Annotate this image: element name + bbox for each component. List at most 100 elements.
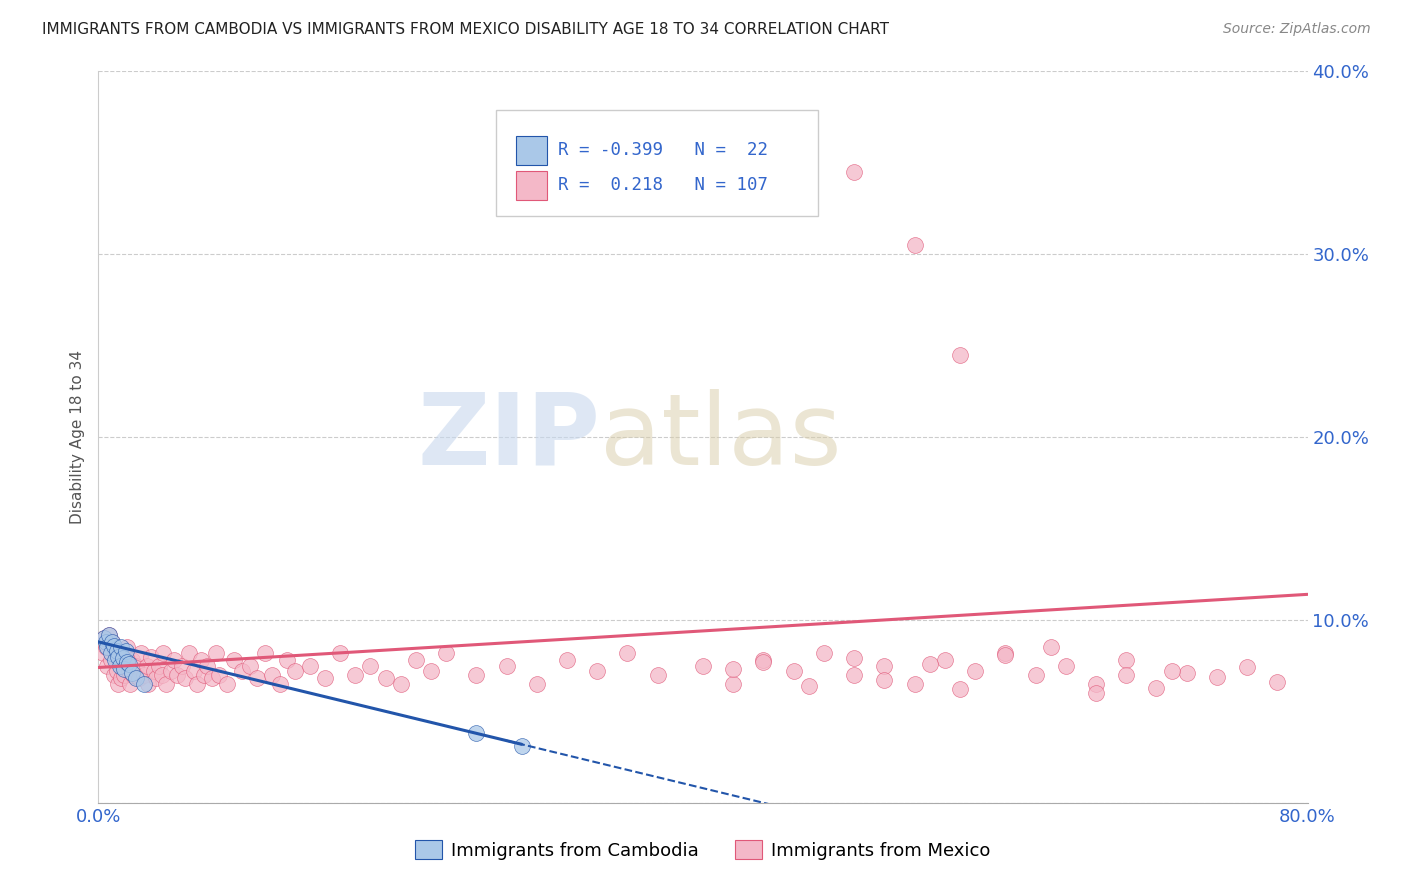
Point [904, 677, 927, 691]
Legend: Immigrants from Cambodia, Immigrants from Mexico: Immigrants from Cambodia, Immigrants fro… [408, 833, 998, 867]
Point [125, 658, 148, 673]
Point [101, 635, 124, 649]
Point [389, 677, 412, 691]
Point [949, 348, 972, 362]
Point [114, 644, 136, 658]
Point [276, 653, 298, 667]
Point [253, 646, 276, 660]
Point [98, 627, 121, 641]
Point [104, 653, 127, 667]
Point [112, 667, 135, 681]
Point [115, 655, 138, 669]
Point [110, 672, 132, 686]
Point [1054, 658, 1077, 673]
Point [103, 667, 125, 681]
Point [405, 653, 427, 667]
Point [96, 640, 118, 655]
Point [108, 658, 131, 673]
Point [918, 657, 941, 671]
Point [108, 653, 131, 667]
Point [120, 677, 142, 691]
Point [510, 739, 533, 753]
Point [129, 646, 152, 660]
Point [179, 646, 201, 660]
Point [873, 673, 896, 688]
Point [465, 667, 488, 681]
Point [526, 677, 548, 691]
Point [136, 677, 159, 691]
Point [647, 667, 669, 681]
Point [183, 664, 205, 678]
Point [205, 646, 228, 660]
Point [994, 648, 1017, 662]
Point [299, 658, 322, 673]
Point [465, 726, 488, 740]
Point [586, 664, 609, 678]
Point [166, 667, 188, 681]
Point [111, 658, 134, 673]
Point [105, 644, 128, 658]
Point [141, 649, 163, 664]
Point [752, 653, 775, 667]
Point [148, 658, 170, 673]
Point [904, 238, 927, 252]
Point [93, 632, 115, 646]
Point [93, 632, 115, 646]
Point [434, 646, 457, 660]
Point [103, 639, 125, 653]
Point [797, 679, 820, 693]
Point [1115, 667, 1137, 681]
Point [121, 653, 143, 667]
Point [100, 653, 122, 667]
Point [111, 651, 134, 665]
Point [1085, 686, 1108, 700]
Point [1206, 670, 1229, 684]
Point [752, 655, 775, 669]
Point [94, 640, 117, 655]
Text: atlas: atlas [600, 389, 842, 485]
Point [105, 664, 128, 678]
Point [262, 667, 284, 681]
Point [783, 664, 806, 678]
Point [145, 672, 167, 686]
Point [132, 677, 155, 691]
Point [121, 665, 143, 680]
Point [1236, 660, 1258, 674]
Point [1115, 653, 1137, 667]
Point [224, 653, 246, 667]
Point [122, 667, 145, 681]
Point [1024, 667, 1046, 681]
Text: ZIP: ZIP [418, 389, 600, 485]
Point [96, 658, 118, 673]
Point [934, 653, 956, 667]
Point [723, 662, 745, 676]
Point [616, 646, 638, 660]
Text: Source: ZipAtlas.com: Source: ZipAtlas.com [1223, 22, 1371, 37]
Point [965, 664, 987, 678]
Point [91, 646, 114, 660]
Point [125, 672, 148, 686]
Text: IMMIGRANTS FROM CAMBODIA VS IMMIGRANTS FROM MEXICO DISABILITY AGE 18 TO 34 CORRE: IMMIGRANTS FROM CAMBODIA VS IMMIGRANTS F… [42, 22, 889, 37]
Point [420, 664, 443, 678]
Point [495, 658, 517, 673]
Point [107, 649, 129, 664]
Point [195, 658, 218, 673]
Point [98, 627, 121, 641]
Text: R =  0.218   N = 107: R = 0.218 N = 107 [558, 177, 768, 194]
Point [269, 677, 291, 691]
Point [344, 667, 367, 681]
Point [114, 649, 136, 664]
Point [150, 667, 173, 681]
Point [844, 667, 866, 681]
Point [873, 658, 896, 673]
Point [555, 653, 578, 667]
Point [193, 667, 215, 681]
Point [374, 672, 396, 686]
Point [201, 672, 224, 686]
Point [284, 664, 307, 678]
Point [1267, 675, 1289, 690]
Point [94, 635, 117, 649]
Point [100, 646, 122, 660]
Point [104, 646, 127, 660]
Point [314, 672, 336, 686]
